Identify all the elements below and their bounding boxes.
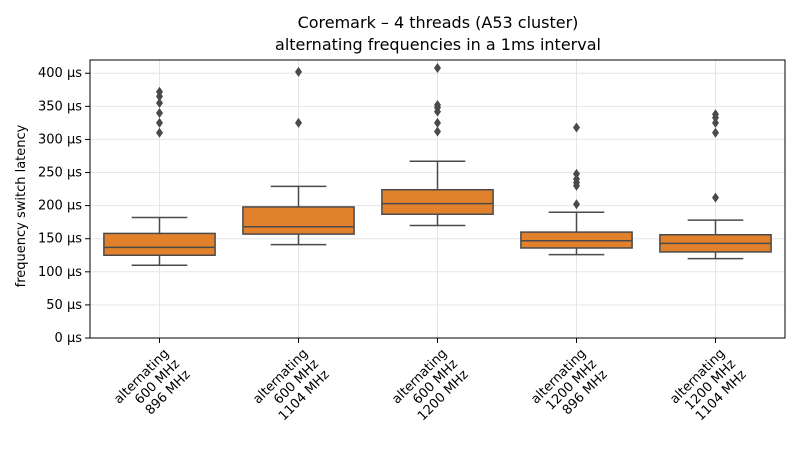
box-group [381, 62, 494, 227]
x-tick-label: alternating1200 MHz896 MHz [528, 346, 610, 428]
outlier-point [573, 122, 580, 133]
x-tick-label: alternating600 MHz1104 MHz [250, 346, 332, 428]
y-tick-label: 250 µs [38, 166, 82, 181]
outlier-point [434, 126, 441, 137]
box-group [659, 109, 772, 260]
outlier-point [434, 62, 441, 73]
box-group [103, 86, 216, 266]
y-tick-label: 50 µs [46, 298, 82, 313]
y-tick-label: 0 µs [55, 331, 83, 346]
outlier-point [573, 174, 580, 185]
y-tick-label: 400 µs [38, 66, 82, 81]
outlier-point [712, 117, 719, 128]
outlier-point [573, 199, 580, 210]
chart-title: Coremark – 4 threads (A53 cluster) [298, 13, 579, 32]
x-tick-label: alternating1200 MHz1104 MHz [667, 346, 749, 428]
box-iqr [381, 188, 494, 215]
outlier-point [295, 66, 302, 77]
box-group [242, 66, 355, 246]
chart-subtitle: alternating frequencies in a 1ms interva… [275, 35, 601, 54]
box-iqr [103, 232, 216, 257]
outlier-point [156, 127, 163, 138]
outlier-point [156, 117, 163, 128]
y-tick-label: 200 µs [38, 199, 82, 214]
x-tick-label: alternating600 MHz1200 MHz [389, 346, 471, 428]
outlier-point [156, 107, 163, 118]
outlier-point [712, 109, 719, 120]
y-axis-label: frequency switch latency [14, 124, 29, 287]
outlier-point [295, 117, 302, 128]
y-tick-label: 150 µs [38, 232, 82, 247]
box-group [520, 122, 633, 256]
outlier-point [156, 98, 163, 109]
outlier-point [434, 117, 441, 128]
outlier-point [156, 86, 163, 97]
y-tick-label: 350 µs [38, 99, 82, 114]
outlier-point [712, 192, 719, 203]
x-tick-label: alternating600 MHz896 MHz [111, 346, 193, 428]
outlier-point [434, 100, 441, 111]
box-layer [103, 62, 772, 266]
y-tick-label: 100 µs [38, 265, 82, 280]
outlier-point [712, 127, 719, 138]
outlier-point [573, 168, 580, 179]
box-iqr [242, 206, 355, 235]
y-tick-label: 300 µs [38, 132, 82, 147]
